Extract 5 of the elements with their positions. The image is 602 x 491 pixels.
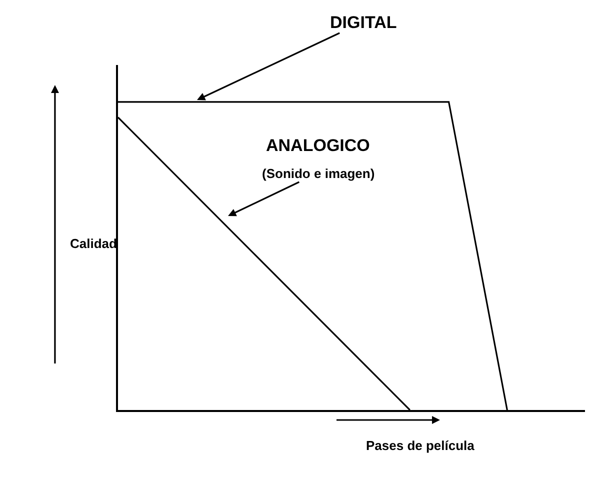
y-axis-title: Calidad: [70, 236, 118, 251]
text: DIGITAL: [330, 13, 397, 32]
annotation: ANALOGICO: [266, 136, 370, 155]
x-axis-title: Pases de película: [366, 438, 476, 453]
annotation: (Sonido e imagen): [262, 166, 375, 181]
